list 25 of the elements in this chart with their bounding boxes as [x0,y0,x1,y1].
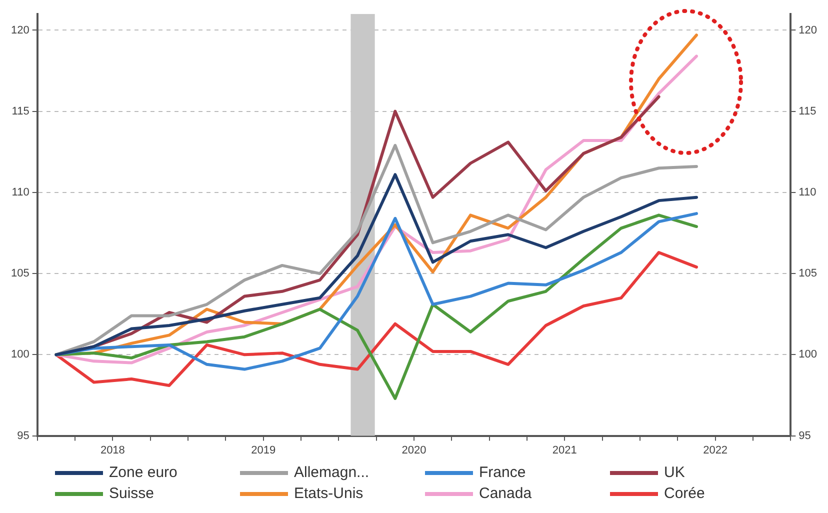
legend-label: Allemagn... [294,464,370,481]
y2-tick-label: 105 [798,268,818,280]
x-tick-label: 2022 [703,444,728,456]
legend-label: Corée [664,485,705,502]
x-tick-label: 2020 [402,444,426,456]
legend-label: UK [664,464,685,481]
y2-tick-label: 110 [798,186,816,198]
y-tick-label: 120 [10,24,30,36]
legend-label: Zone euro [109,464,178,481]
y-tick-label: 115 [12,105,30,118]
y-tick-label: 105 [10,268,30,280]
x-tick-label: 2018 [100,444,125,456]
x-tick-label: 2019 [251,444,276,456]
y2-tick-label: 120 [798,24,818,36]
legend-label: Canada [479,485,532,502]
y2-tick-label: 115 [798,105,816,118]
y2-tick-label: 95 [798,430,811,442]
legend-label: Suisse [109,485,154,502]
legend-label: Etats-Unis [294,485,364,502]
x-tick-label: 2021 [552,444,577,456]
legend-label: France [479,464,526,481]
y-tick-label: 95 [17,430,30,442]
y-tick-label: 110 [12,186,30,198]
y2-tick-label: 100 [798,348,818,361]
y-tick-label: 100 [10,348,30,361]
